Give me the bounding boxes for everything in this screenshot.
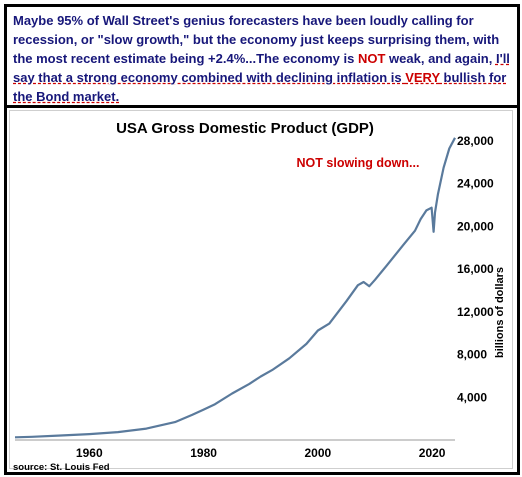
x-tick-label: 1960 (76, 446, 103, 460)
commentary-emphasis-not: NOT (357, 51, 386, 66)
commentary-part-1: Maybe 95% of Wall Street's genius foreca… (13, 13, 500, 66)
commentary-underlined-claim: I'll say that a strong economy combined … (13, 51, 510, 104)
commentary-part-4: bullish for the Bond market. (13, 70, 507, 104)
commentary-text: Maybe 95% of Wall Street's genius foreca… (13, 11, 513, 106)
source-note: source: St. Louis Fed (13, 462, 110, 473)
x-tick-label: 2000 (305, 446, 332, 460)
axes: 1960 1980 2000 2020 4,000 8,000 12,000 16,000 20… (15, 134, 494, 460)
commentary-part-2: weak, and again, (385, 51, 496, 66)
y-axis-label: billions of dollars (494, 267, 506, 358)
y-tick-label: 12,000 (457, 305, 494, 319)
chart-area: USA Gross Domestic Product (GDP) NOT slo… (9, 110, 513, 469)
gdp-line-chart: USA Gross Domestic Product (GDP) NOT slo… (14, 120, 506, 460)
x-tick-label: 2020 (419, 446, 446, 460)
y-tick-label: 16,000 (457, 262, 494, 276)
y-tick-label: 8,000 (457, 348, 487, 362)
commentary-emphasis-very: VERY (405, 70, 440, 85)
figure-frame: Maybe 95% of Wall Street's genius foreca… (4, 4, 520, 475)
y-tick-label: 24,000 (457, 177, 494, 191)
divider-line (7, 105, 517, 108)
y-tick-label: 4,000 (457, 390, 487, 404)
y-tick-label: 20,000 (457, 219, 494, 233)
y-tick-label: 28,000 (457, 134, 494, 148)
series-group (14, 137, 456, 439)
chart-annotation: NOT slowing down... (297, 156, 420, 170)
commentary-part-3: I'll say that a strong economy combined … (13, 51, 510, 85)
chart-title: USA Gross Domestic Product (GDP) (116, 120, 374, 137)
gdp-series-line (14, 137, 456, 439)
x-tick-label: 1980 (190, 446, 217, 460)
